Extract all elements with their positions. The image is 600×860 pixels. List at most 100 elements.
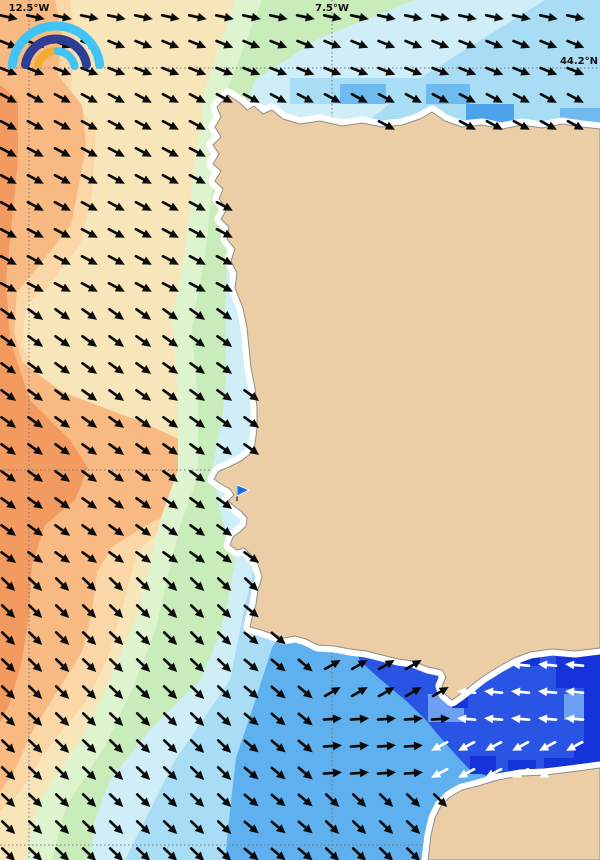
wave-direction-arrow — [189, 739, 205, 753]
wave-direction-arrow — [135, 631, 151, 645]
wave-direction-arrow — [350, 660, 368, 671]
wave-direction-arrow — [54, 577, 70, 591]
wave-direction-arrow — [243, 388, 260, 401]
wave-direction-arrow — [216, 820, 232, 834]
wave-direction-arrow — [430, 714, 450, 724]
wave-direction-arrow — [53, 200, 71, 211]
rainbow-logo[interactable] — [7, 21, 105, 71]
wave-direction-arrow — [432, 793, 448, 807]
wave-direction-arrow — [108, 334, 125, 347]
wave-direction-arrow — [405, 793, 421, 807]
wave-direction-arrow — [27, 550, 44, 563]
wave-direction-arrow — [161, 173, 179, 184]
wave-direction-arrow — [189, 442, 206, 455]
wave-direction-arrow — [161, 227, 179, 238]
wave-direction-arrow — [243, 820, 259, 834]
wave-direction-arrow — [403, 714, 423, 724]
wave-direction-arrow — [161, 200, 179, 211]
wave-direction-arrow — [189, 631, 205, 645]
wave-direction-arrow — [188, 254, 206, 265]
wave-direction-arrow — [270, 766, 286, 780]
wave-direction-arrow — [54, 388, 71, 401]
wave-direction-arrow — [243, 766, 259, 780]
wave-direction-arrow — [484, 714, 504, 724]
logo-arc — [33, 47, 58, 69]
wave-direction-arrow — [216, 793, 232, 807]
wave-direction-arrow — [242, 39, 261, 49]
wave-direction-arrow — [0, 12, 18, 22]
wave-direction-arrow — [135, 739, 151, 753]
wave-direction-arrow — [269, 92, 287, 103]
wave-direction-arrow — [565, 660, 585, 670]
wave-direction-arrow — [134, 173, 152, 184]
wave-direction-arrow — [188, 66, 207, 76]
wave-direction-arrow — [80, 146, 98, 157]
wave-direction-arrow — [296, 66, 315, 76]
wave-direction-arrow — [27, 388, 44, 401]
wave-direction-arrow — [242, 92, 260, 103]
meridian-label-7-5w: 7.5°W — [315, 3, 349, 14]
wave-direction-arrow — [377, 660, 395, 671]
wave-direction-arrow — [26, 200, 44, 211]
wave-direction-arrow — [108, 604, 124, 618]
wave-direction-arrow — [81, 469, 98, 482]
wave-direction-arrow — [269, 39, 288, 49]
wave-direction-arrow — [54, 469, 71, 482]
wave-direction-arrow — [269, 66, 288, 76]
wave-direction-arrow — [323, 687, 341, 698]
wave-direction-arrow — [189, 334, 206, 347]
wave-direction-arrow — [162, 550, 179, 563]
wave-direction-arrow — [108, 658, 124, 672]
wave-direction-arrow — [0, 550, 17, 563]
wave-direction-arrow — [134, 66, 153, 76]
surf-spot-marker[interactable] — [236, 484, 250, 501]
wave-direction-arrow — [81, 334, 98, 347]
wave-direction-arrow — [512, 119, 530, 130]
wave-direction-arrow — [135, 361, 152, 374]
wave-direction-arrow — [162, 685, 178, 699]
wave-direction-arrow — [243, 793, 259, 807]
wave-cell-patch — [426, 84, 470, 104]
wave-direction-arrow — [512, 66, 531, 76]
wave-direction-arrow — [297, 820, 313, 834]
wave-direction-arrow — [270, 658, 286, 672]
wave-direction-arrow — [107, 66, 126, 76]
wave-direction-arrow — [160, 12, 180, 22]
wave-direction-arrow — [377, 66, 396, 76]
wave-direction-arrow — [485, 740, 503, 751]
wave-cell-patch — [574, 744, 600, 766]
wave-direction-arrow — [216, 496, 233, 509]
wave-direction-arrow — [243, 712, 259, 726]
wave-direction-arrow — [243, 604, 259, 618]
wave-direction-arrow — [135, 496, 152, 509]
wave-direction-arrow — [54, 739, 70, 753]
logo-arc — [20, 34, 92, 70]
wave-direction-arrow — [297, 793, 313, 807]
wave-direction-arrow — [79, 12, 99, 22]
wave-direction-arrow — [404, 39, 423, 49]
wave-direction-arrow — [133, 12, 153, 22]
wave-direction-arrow — [243, 847, 259, 860]
wave-direction-arrow — [107, 119, 125, 130]
wave-direction-arrow — [216, 739, 232, 753]
wave-direction-arrow — [485, 66, 504, 76]
wave-direction-arrow — [296, 92, 314, 103]
wave-direction-arrow — [351, 847, 367, 860]
wave-direction-arrow — [0, 254, 17, 265]
wave-direction-arrow — [405, 847, 421, 860]
wave-direction-arrow — [81, 442, 98, 455]
wave-direction-arrow — [377, 119, 395, 130]
wave-direction-arrow — [189, 361, 206, 374]
wave-direction-arrow — [54, 361, 71, 374]
wave-direction-arrow — [81, 388, 98, 401]
wave-direction-arrow — [54, 847, 70, 860]
wave-direction-arrow — [0, 739, 16, 753]
wave-direction-arrow — [565, 687, 585, 697]
wave-direction-arrow — [54, 604, 70, 618]
wave-direction-arrow — [54, 307, 71, 320]
wave-direction-arrow — [81, 847, 97, 860]
wave-direction-arrow — [189, 658, 205, 672]
logo-arc — [53, 47, 79, 71]
